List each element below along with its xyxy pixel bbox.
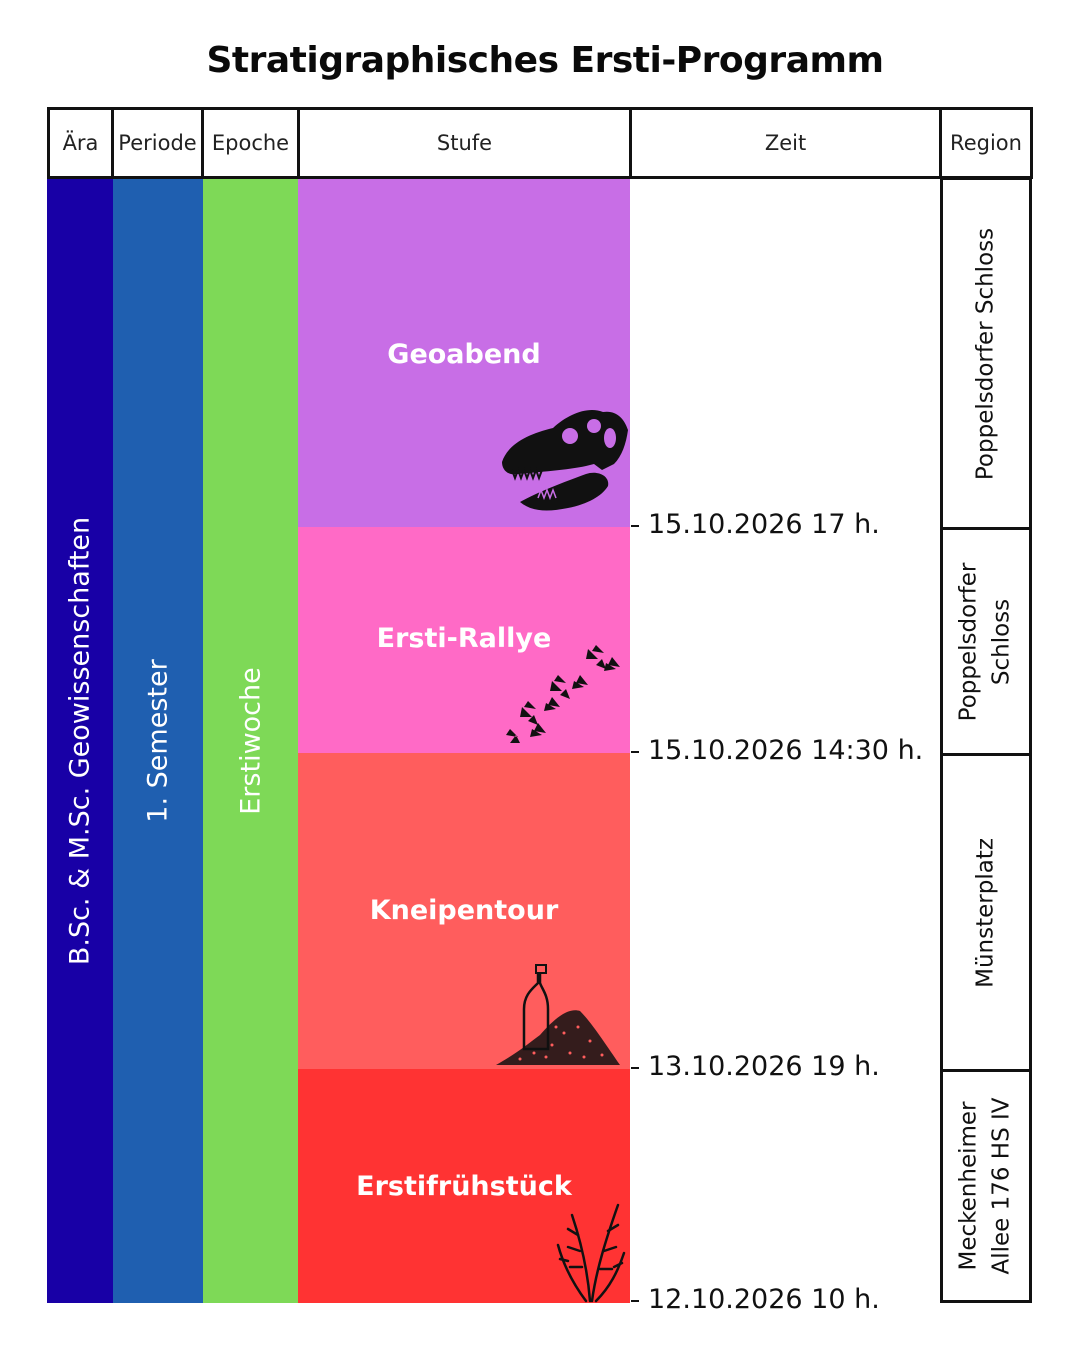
header-era: Ära	[47, 107, 114, 179]
region-cell: Poppelsdorfer Schloss	[940, 527, 1032, 756]
epoch-column: Erstiwoche	[203, 179, 298, 1303]
header-time: Zeit	[629, 107, 942, 179]
header-stage: Stufe	[297, 107, 632, 179]
region-line: Schloss	[989, 598, 1015, 685]
region-line: Poppelsdorfer Schloss	[972, 227, 999, 480]
time-label: 13.10.2026 19 h.	[648, 1051, 880, 1082]
stage-label: Geoabend	[387, 339, 541, 370]
time-label: 15.10.2026 14:30 h.	[648, 735, 924, 766]
era-label: B.Sc. & M.Sc. Geowissenschaften	[64, 516, 96, 966]
period-column: 1. Semester	[113, 179, 203, 1303]
dinosaur-footprints-icon	[506, 645, 620, 743]
t-rex-skull-icon	[502, 409, 628, 511]
stage-ersti-rallye: Ersti-Rallye	[298, 527, 630, 753]
time-tick	[631, 525, 639, 527]
region-line: Meckenheimer	[955, 1101, 982, 1271]
region-line: Allee 176 HS IV	[989, 1097, 1015, 1275]
stage-label: Kneipentour	[369, 895, 559, 926]
region-cell: Münsterplatz	[940, 753, 1032, 1072]
bottle-in-sand-icon	[496, 964, 620, 1065]
page-title: Stratigraphisches Ersti-Programm	[206, 40, 884, 81]
region-cell: Meckenheimer Allee 176 HS IV	[940, 1069, 1032, 1303]
time-label: 15.10.2026 17 h.	[648, 509, 880, 540]
stage-kneipentour: Kneipentour	[298, 753, 630, 1069]
time-tick	[631, 1067, 639, 1069]
plant-fossil-icon	[556, 1203, 626, 1303]
header-region: Region	[939, 107, 1033, 179]
region-label: Poppelsdorfer Schloss	[969, 227, 1002, 479]
stage-label: Ersti-Rallye	[376, 623, 552, 654]
era-column: B.Sc. & M.Sc. Geowissenschaften	[47, 179, 113, 1303]
header-epoch: Epoche	[201, 107, 300, 179]
header-period: Periode	[111, 107, 204, 179]
region-label: Poppelsdorfer Schloss	[953, 562, 1020, 721]
region-cell: Poppelsdorfer Schloss	[940, 177, 1032, 530]
region-line: Poppelsdorfer	[955, 562, 982, 721]
stage-label: Erstifrühstück	[356, 1171, 572, 1202]
time-tick	[631, 1300, 639, 1302]
time-label: 12.10.2026 10 h.	[648, 1284, 880, 1315]
period-label: 1. Semester	[142, 659, 174, 823]
stage-erstifruehstueck: Erstifrühstück	[298, 1069, 630, 1303]
time-tick	[631, 751, 639, 753]
region-label: Münsterplatz	[969, 838, 1002, 988]
epoch-label: Erstiwoche	[235, 667, 266, 815]
region-label: Meckenheimer Allee 176 HS IV	[953, 1097, 1020, 1274]
stage-geoabend: Geoabend	[298, 179, 630, 527]
region-line: Münsterplatz	[972, 837, 999, 988]
